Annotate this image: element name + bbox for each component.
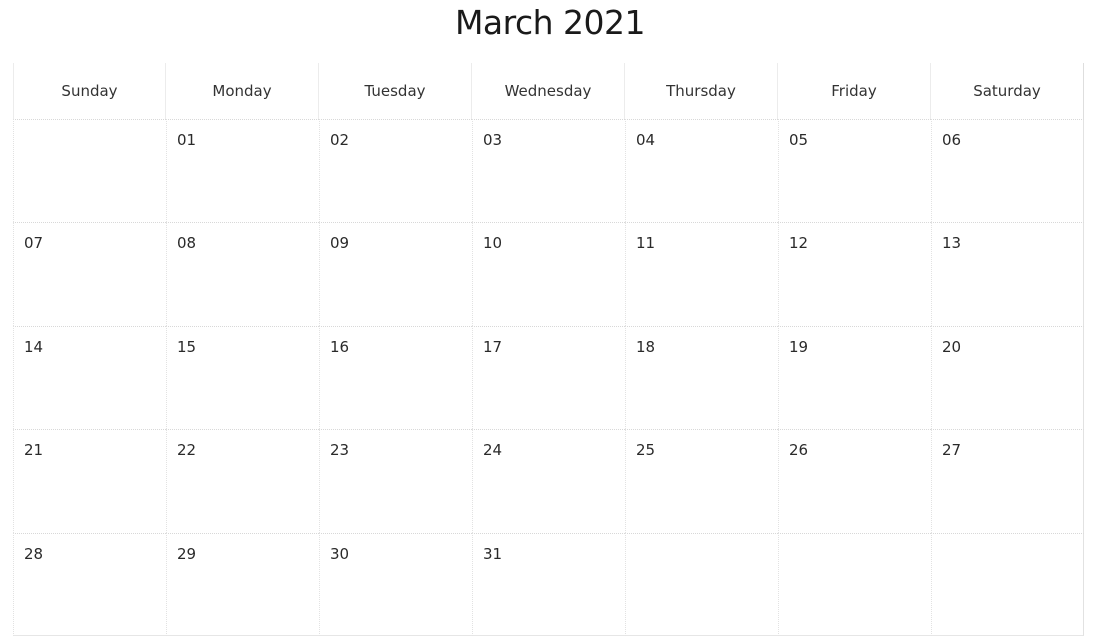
empty-day-cell: [931, 532, 1084, 636]
day-number: 25: [636, 441, 656, 460]
day-number: 16: [330, 337, 350, 356]
day-cell[interactable]: 09: [319, 222, 472, 326]
weekday-header: Wednesday: [472, 63, 625, 119]
day-number: 10: [483, 234, 503, 253]
empty-day-cell: [13, 119, 166, 223]
day-cell[interactable]: 01: [166, 119, 319, 223]
empty-day-cell: [625, 532, 778, 636]
day-number: 20: [942, 337, 962, 356]
weekday-header: Friday: [778, 63, 931, 119]
day-cell[interactable]: 26: [778, 429, 931, 533]
day-number: 05: [789, 131, 809, 149]
day-cell[interactable]: 29: [166, 532, 319, 636]
day-number: 22: [177, 441, 197, 460]
weekday-header: Monday: [166, 63, 319, 119]
day-cell[interactable]: 31: [472, 532, 625, 636]
day-cell[interactable]: 13: [931, 222, 1084, 326]
day-number: 21: [24, 441, 44, 460]
day-cell[interactable]: 30: [319, 532, 472, 636]
weekday-header: Thursday: [625, 63, 778, 119]
month-calendar: Sunday Monday Tuesday Wednesday Thursday…: [13, 63, 1084, 636]
day-number: 13: [942, 234, 962, 253]
day-cell[interactable]: 23: [319, 429, 472, 533]
day-cell[interactable]: 16: [319, 325, 472, 430]
day-number: 07: [24, 234, 44, 253]
day-cell[interactable]: 15: [166, 325, 319, 430]
day-number: 30: [330, 544, 350, 563]
day-number: 01: [177, 131, 197, 149]
day-grid: 01 02 03 04 05 06 07 08 09 10 11 12 13 14 15 16 17 18 19 20…: [13, 119, 1084, 636]
day-number: 29: [177, 544, 197, 563]
day-number: 18: [636, 337, 656, 356]
day-number: 08: [177, 234, 197, 253]
day-cell[interactable]: 14: [13, 325, 166, 430]
weekday-header: Tuesday: [319, 63, 472, 119]
day-number: 24: [483, 441, 503, 460]
day-number: 28: [24, 544, 44, 563]
day-cell[interactable]: 04: [625, 119, 778, 223]
weekday-header-row: Sunday Monday Tuesday Wednesday Thursday…: [13, 63, 1084, 119]
day-cell[interactable]: 05: [778, 119, 931, 223]
day-number: 27: [942, 441, 962, 460]
day-cell[interactable]: 17: [472, 325, 625, 430]
day-cell[interactable]: 25: [625, 429, 778, 533]
day-number: 19: [789, 337, 809, 356]
day-cell[interactable]: 02: [319, 119, 472, 223]
day-cell[interactable]: 21: [13, 429, 166, 533]
day-cell[interactable]: 24: [472, 429, 625, 533]
day-number: 03: [483, 131, 503, 149]
day-cell[interactable]: 22: [166, 429, 319, 533]
day-cell[interactable]: 12: [778, 222, 931, 326]
day-cell[interactable]: 27: [931, 429, 1084, 533]
day-cell[interactable]: 11: [625, 222, 778, 326]
day-number: 15: [177, 337, 197, 356]
weekday-header: Saturday: [931, 63, 1084, 119]
day-number: 06: [942, 131, 962, 149]
empty-day-cell: [778, 532, 931, 636]
day-number: 12: [789, 234, 809, 253]
day-number: 02: [330, 131, 350, 149]
weekday-header: Sunday: [13, 63, 166, 119]
day-cell[interactable]: 03: [472, 119, 625, 223]
day-cell[interactable]: 19: [778, 325, 931, 430]
day-cell[interactable]: 10: [472, 222, 625, 326]
day-cell[interactable]: 07: [13, 222, 166, 326]
day-number: 23: [330, 441, 350, 460]
day-cell[interactable]: 06: [931, 119, 1084, 223]
day-number: 26: [789, 441, 809, 460]
day-cell[interactable]: 18: [625, 325, 778, 430]
day-cell[interactable]: 20: [931, 325, 1084, 430]
day-cell[interactable]: 08: [166, 222, 319, 326]
day-cell[interactable]: 28: [13, 532, 166, 636]
day-number: 11: [636, 234, 656, 253]
day-number: 04: [636, 131, 656, 149]
day-number: 09: [330, 234, 350, 253]
day-number: 17: [483, 337, 503, 356]
day-number: 14: [24, 337, 44, 356]
day-number: 31: [483, 544, 503, 563]
page-title: March 2021: [454, 3, 646, 42]
